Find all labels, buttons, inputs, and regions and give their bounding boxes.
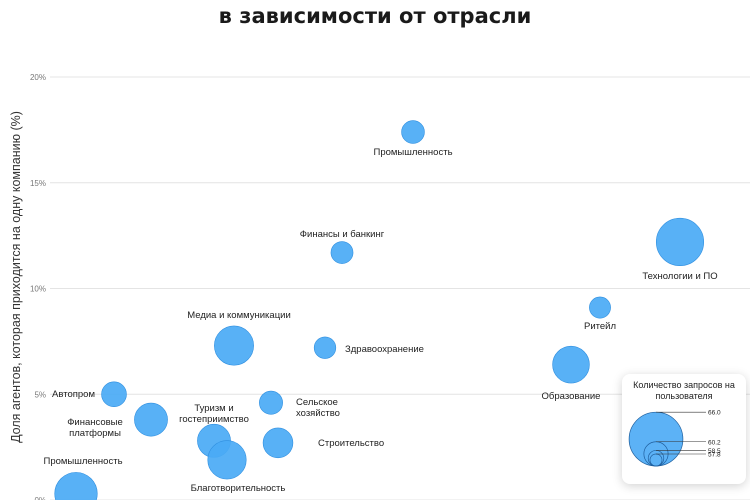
bubble-point [552, 345, 590, 384]
point-label: Благотворительность [191, 483, 286, 494]
point-label: Медиа и коммуникации [187, 310, 291, 321]
chart-title: в зависимости от отрасли [218, 4, 532, 28]
point-label: Промышленность [373, 147, 452, 158]
legend-value-label: 66.0 [708, 410, 721, 417]
point-label: Финансы и банкинг [300, 229, 385, 240]
point-label: Технологии и ПО [642, 271, 717, 282]
legend-value-label: 60.2 [708, 439, 721, 446]
size-legend-graphic: 66.0 60.2 58.557.8 [628, 410, 721, 467]
bubble-point [330, 241, 354, 264]
y-tick-label: 15% [30, 179, 46, 188]
point-label: Здравоохранение [345, 344, 424, 355]
bubbles [54, 120, 705, 500]
legend-value-label: 57.8 [708, 452, 721, 459]
bubble-point [259, 390, 283, 415]
size-legend-title: Количество запросов на пользователя [633, 380, 735, 401]
point-label: Финансовые платформы [67, 417, 123, 439]
bubble-point [214, 325, 254, 366]
y-tick-label: 10% [30, 285, 46, 294]
point-label: Автопром [52, 389, 95, 400]
y-tick-label: 20% [30, 73, 46, 82]
point-label: Образование [542, 391, 601, 402]
legend-value-label: 58.5 [708, 448, 721, 455]
bubble-point [589, 296, 611, 319]
point-label: Ритейл [584, 321, 616, 332]
bubble-point [134, 402, 168, 437]
legend-bubble [628, 411, 684, 467]
bubble-point [655, 217, 705, 267]
bubble-point [401, 120, 425, 144]
point-label: Туризм и гостеприимство [179, 403, 249, 425]
bubble-point [101, 381, 127, 408]
bubble-point [313, 336, 337, 359]
bubble-point [262, 427, 294, 459]
point-label: Строительство [318, 438, 384, 449]
point-labels: Промышленность Финансы и банкинг Технологи… [43, 147, 717, 494]
point-label: Промышленность [43, 456, 122, 467]
bubble-point [54, 472, 98, 500]
y-tick-label: 0% [34, 496, 46, 500]
point-label: Сельское хозяйство [296, 397, 340, 419]
bubble-point [207, 440, 247, 480]
size-legend: Количество запросов на пользователя 66.0… [622, 374, 746, 484]
y-tick-label: 5% [34, 390, 46, 399]
